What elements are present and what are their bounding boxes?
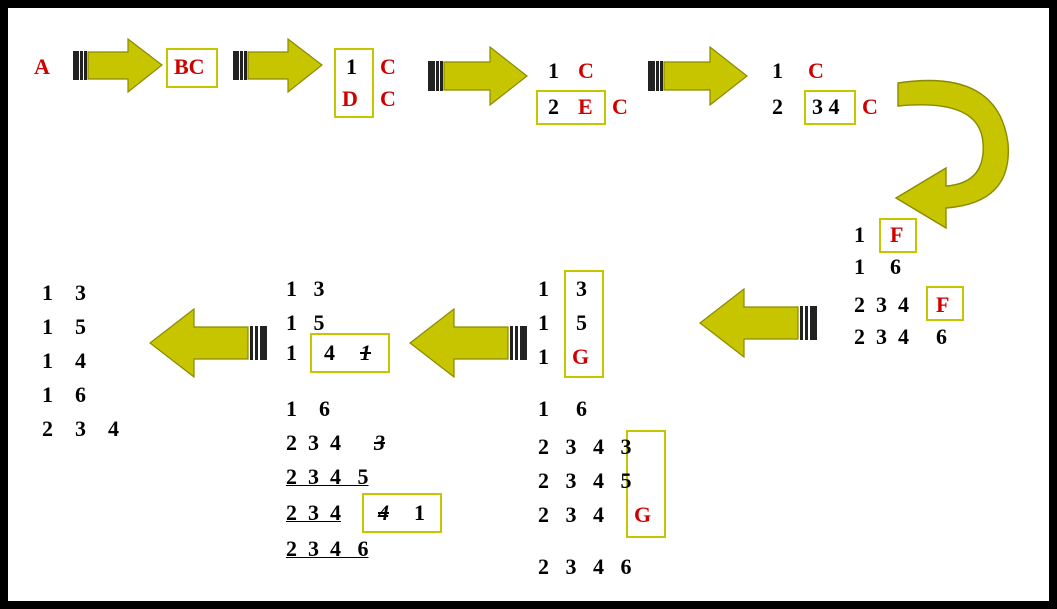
r1s3-C1: C [380,54,396,80]
r1s4-E: E [578,94,593,120]
pml-l1: 1 3 [286,276,325,302]
pml-l8: 2 3 4 6 [286,536,369,562]
r1s3-C2: C [380,86,396,112]
pl-l3: 1 4 [42,348,86,374]
pml-l7x: 1 [414,500,425,526]
pml-l5t: 2 3 4 [286,430,341,456]
r1s4-C2: C [612,94,628,120]
pml-l3b: 4 [324,340,335,366]
diagram-canvas: A BC 1 C D C 1 C 2 E C 1 C 2 3 4 C 1 F 1… [0,0,1057,609]
r1s3-1: 1 [346,54,357,80]
r1s4-2: 2 [548,94,559,120]
pmr-l3-1: 1 [538,344,549,370]
pmr-l1-1: 1 [538,276,549,302]
r1s5-34: 3 4 [812,94,840,120]
pmr-l5: 2 3 4 3 [538,434,632,460]
r1s5-1: 1 [772,58,783,84]
pml-l7s: 4 [378,500,389,526]
pmr-l7G: G [634,502,651,528]
r1s5-C1: C [808,58,824,84]
pmr-l4-6: 6 [576,396,587,422]
arrow-r1-a2 [233,38,323,93]
r1s3-D: D [342,86,358,112]
pml-l7t: 2 3 4 [286,500,341,526]
arrow-curved [888,58,1028,248]
pr-l2b: 6 [890,254,901,280]
arrow-r1-a1 [73,38,163,93]
label-BC: BC [174,54,205,80]
pr-l3f: F [936,292,949,318]
pr-l4a: 2 3 4 [854,324,909,350]
pml-l6: 2 3 4 5 [286,464,369,490]
label-A: A [34,54,50,80]
pl-l1: 1 3 [42,280,86,306]
arrow-r1-a4 [648,46,748,106]
pr-l2a: 1 [854,254,865,280]
pmr-l3-G: G [572,344,589,370]
pml-l5s: 3 [374,430,385,456]
box-41 [310,333,390,373]
pmr-l4-1: 1 [538,396,549,422]
pmr-l6: 2 3 4 5 [538,468,632,494]
arrow-r2-a2 [408,308,528,378]
box-2e [536,90,606,125]
arrow-r1-a3 [428,46,528,106]
pmr-l8: 2 3 4 6 [538,554,632,580]
pl-l4: 1 6 [42,382,86,408]
pr-l1a: 1 [854,222,865,248]
r1s4-1: 1 [548,58,559,84]
pl-l5: 2 3 4 [42,416,119,442]
pmr-l2-5: 5 [576,310,587,336]
r1s5-C2: C [862,94,878,120]
pml-l4: 1 6 [286,396,330,422]
pmr-l1-3: 3 [576,276,587,302]
r1s4-C1: C [578,58,594,84]
pmr-l7a: 2 3 4 [538,502,604,528]
arrow-r2-a1 [698,288,818,358]
r1s5-2: 2 [772,94,783,120]
pmr-l2-1: 1 [538,310,549,336]
pl-l2: 1 5 [42,314,86,340]
box-41b [362,493,442,533]
pr-l4b: 6 [936,324,947,350]
pr-l3a: 2 3 4 [854,292,909,318]
pml-l3a: 1 [286,340,297,366]
pml-l3s: 1 [360,340,371,366]
arrow-r2-a3 [148,308,268,378]
